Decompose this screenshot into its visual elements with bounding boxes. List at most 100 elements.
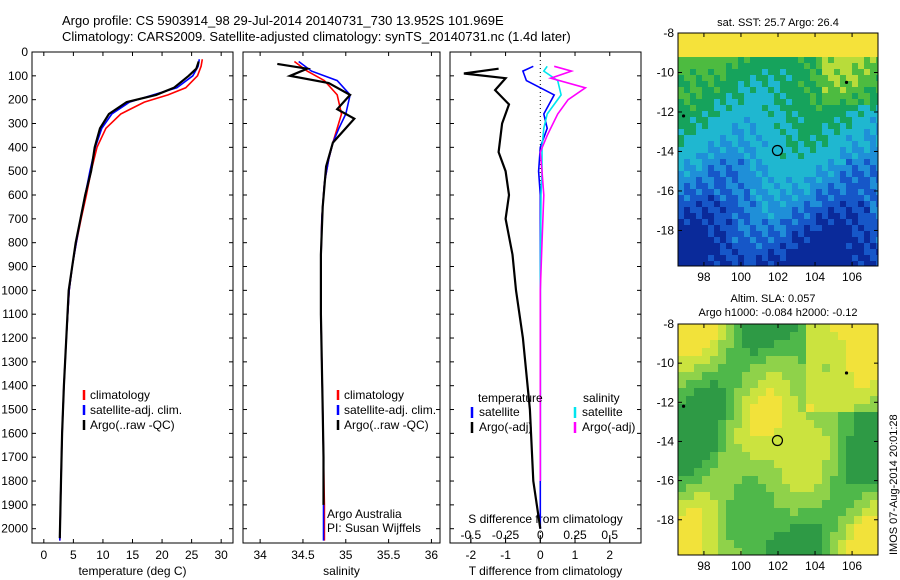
map-cell [710, 324, 719, 333]
map-cell [870, 207, 877, 214]
map-xtick-label: 106 [842, 559, 862, 573]
map-cell [696, 99, 703, 106]
map-cell [684, 117, 691, 124]
map-cell [720, 147, 727, 154]
map-cell [766, 436, 775, 445]
map-cell [798, 332, 807, 341]
map-cell [678, 476, 687, 485]
xlabel-salinity: salinity [323, 564, 360, 578]
map-cell [714, 231, 721, 238]
map-cell [750, 540, 759, 549]
map-cell [806, 468, 815, 477]
map-cell [786, 255, 793, 262]
map-cell [696, 255, 703, 262]
map-cell [852, 105, 859, 112]
map-cell [840, 189, 847, 196]
panel-salinity: 34 34.5 35 35.5 36salinityclimatologysatelli… [242, 51, 441, 578]
map-cell [734, 492, 743, 501]
map-cell [804, 39, 811, 46]
map-cell [762, 153, 769, 160]
map-cell [720, 237, 727, 244]
map-ytick-label: -8 [663, 26, 674, 40]
map-cell [852, 255, 859, 262]
map-cell [738, 225, 745, 232]
plot-frame-temperature [31, 51, 234, 544]
map-cell [792, 123, 799, 130]
map-cell [780, 93, 787, 100]
map-cell [814, 372, 823, 381]
map-cell [774, 452, 783, 461]
map-cell [768, 69, 775, 76]
map-cell [780, 75, 787, 82]
map-cell [846, 87, 853, 94]
map-cell [862, 404, 871, 413]
map-cell [862, 444, 871, 453]
map-cell [696, 183, 703, 190]
map-cell [870, 213, 877, 220]
map-cell [810, 231, 817, 238]
map-cell [782, 540, 791, 549]
map-cell [846, 492, 855, 501]
map-cell [852, 129, 859, 136]
map-cell [696, 177, 703, 184]
map-cell [840, 213, 847, 220]
map-cell [678, 452, 687, 461]
map-cell [734, 356, 743, 365]
xtick-label: 35 [339, 548, 353, 562]
map-cell [852, 213, 859, 220]
map-cell [718, 484, 727, 493]
map-cell [786, 237, 793, 244]
map-cell [782, 500, 791, 509]
map-cell [702, 33, 709, 40]
map-cell [828, 249, 835, 256]
map-cell [718, 332, 727, 341]
map-cell [744, 129, 751, 136]
map-cell [742, 500, 751, 509]
map-cell [864, 45, 871, 52]
map-cell [718, 460, 727, 469]
map-cell [690, 57, 697, 64]
map-cell [686, 532, 695, 541]
map-cell [762, 93, 769, 100]
map-cell [738, 213, 745, 220]
map-cell [846, 93, 853, 100]
map-cell [876, 183, 878, 190]
map-cell [756, 69, 763, 76]
map-cell [828, 201, 835, 208]
map-cell [714, 147, 721, 154]
map-cell [750, 404, 759, 413]
map-cell [846, 231, 853, 238]
map-cell [690, 129, 697, 136]
map-cell [858, 141, 865, 148]
map-cell [744, 243, 751, 250]
map-cell [786, 153, 793, 160]
map-cell [702, 57, 709, 64]
map-cell [834, 111, 841, 118]
map-cell [756, 117, 763, 124]
map-cell [702, 135, 709, 142]
map-cell [828, 243, 835, 250]
map-cell [870, 532, 878, 541]
map-cell [710, 492, 719, 501]
map-cell [846, 165, 853, 172]
ytick-label: 1600 [1, 426, 28, 440]
map-cell [864, 243, 871, 250]
ytick-label: 600 [8, 188, 28, 202]
map-cell [834, 75, 841, 82]
map-cell [782, 492, 791, 501]
map-cell [870, 420, 878, 429]
map-cell [758, 540, 767, 549]
map-cell [714, 39, 721, 46]
map-cell [750, 39, 757, 46]
map-cell [750, 380, 759, 389]
map-cell [806, 412, 815, 421]
map-cell [816, 123, 823, 130]
map-cell [678, 460, 687, 469]
map-cell [840, 195, 847, 202]
xtick-label: -2 [466, 548, 477, 562]
xtick-label: 0 [537, 548, 544, 562]
map-cell [806, 340, 815, 349]
map-cell [846, 249, 853, 256]
profile-marker-dot [844, 80, 849, 84]
map-cell [864, 111, 871, 118]
